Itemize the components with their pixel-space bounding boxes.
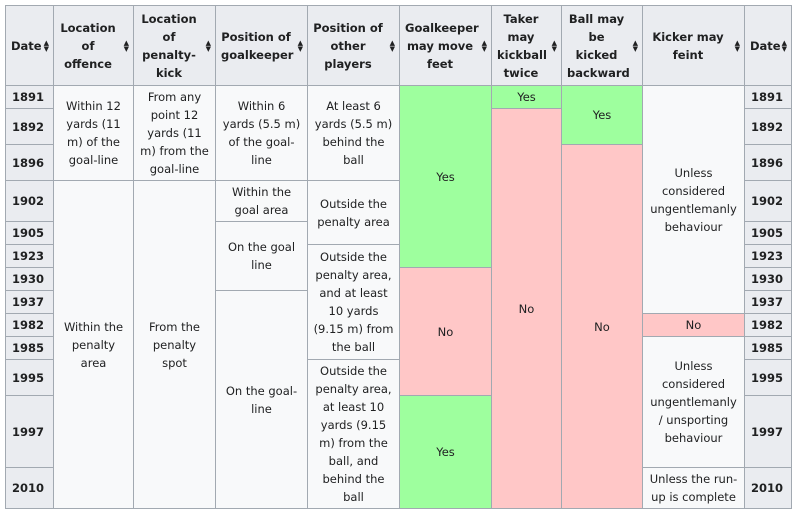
cell-kicker-feint: Unless considered ungentlemanly / unspor…	[642, 336, 745, 468]
column-header-ball-may-be-kicked-backward[interactable]: Ball may be kicked backward ▲ ▼	[561, 5, 643, 86]
row-date-right: 1905	[744, 221, 792, 245]
cell-goalkeeper-position: On the goal-line	[215, 290, 308, 509]
row-date: 1905	[5, 221, 54, 245]
row-date-right: 1923	[744, 244, 792, 268]
row-date: 1985	[5, 336, 54, 360]
row-date: 1892	[5, 108, 54, 145]
column-header-position-of-other-players[interactable]: Position of other players ▲ ▼	[307, 5, 400, 86]
sort-arrows-icon[interactable]: ▲ ▼	[632, 38, 638, 53]
sort-arrows-icon[interactable]: ▲ ▼	[389, 38, 395, 53]
cell-location-offence: Within the penalty area	[53, 180, 134, 509]
cell-players-position: At least 6 yards (5.5 m) behind the ball	[307, 85, 400, 181]
cell-location-offence: Within 12 yards (11 m) of the goal-line	[53, 85, 134, 181]
sort-arrows-icon[interactable]: ▲ ▼	[123, 38, 129, 53]
cell-taker-twice-yes: Yes	[491, 85, 562, 109]
column-header-location-of-penalty-kick[interactable]: Location of penalty-kick ▲ ▼	[133, 5, 216, 86]
row-date-right: 1892	[744, 108, 792, 145]
cell-location-penalty: From the penalty spot	[133, 180, 216, 509]
cell-kicker-feint: Unless considered ungentlemanly behaviou…	[642, 85, 745, 314]
column-header-goalkeeper-may-move-feet[interactable]: Goalkeeper may move feet ▲ ▼	[399, 5, 492, 86]
table-row: 1896 No 1896	[5, 144, 792, 509]
row-date-right: 1930	[744, 267, 792, 291]
cell-kicker-feint-no: No	[642, 313, 745, 337]
sort-arrows-icon[interactable]: ▲ ▼	[297, 38, 303, 53]
row-date: 1902	[5, 180, 54, 222]
cell-players-position: Outside the penalty area, at least 10 ya…	[307, 359, 400, 509]
row-date: 1995	[5, 359, 54, 396]
cell-location-penalty: From any point 12 yards (11 m) from the …	[133, 85, 216, 181]
sort-arrows-icon[interactable]: ▲ ▼	[781, 38, 787, 53]
row-date-right: 1891	[744, 85, 792, 109]
table-row: 1930 No 1930	[5, 267, 792, 396]
table-row: 1902 Within the penalty area From the pe…	[5, 180, 792, 509]
cell-backward-yes: Yes	[561, 85, 643, 145]
table-row: 1891 Within 12 yards (11 m) of the goal-…	[5, 85, 792, 314]
column-header-position-of-goalkeeper[interactable]: Position of goalkeeper ▲ ▼	[215, 5, 308, 86]
header-row: Date ▲ ▼ Location of offence ▲ ▼ Location of…	[5, 5, 792, 86]
cell-players-position: Outside the penalty area	[307, 180, 400, 245]
row-date-right: 1997	[744, 395, 792, 468]
cell-players-position: Outside the penalty area, and at least 1…	[307, 244, 400, 360]
page: Date ▲ ▼ Location of offence ▲ ▼ Location of…	[5, 5, 792, 509]
table-row: 1982 No 1982	[5, 313, 792, 337]
penalty-kick-history-table: Date ▲ ▼ Location of offence ▲ ▼ Location of…	[5, 5, 792, 509]
column-header-taker-may-kick-ball-twice[interactable]: Taker may kickball twice ▲ ▼	[491, 5, 562, 86]
row-date: 1982	[5, 313, 54, 337]
cell-goalkeeper-move-yes: Yes	[399, 395, 492, 509]
cell-taker-twice-no: No	[491, 108, 562, 509]
row-date: 1896	[5, 144, 54, 181]
row-date: 1891	[5, 85, 54, 109]
row-date-right: 1982	[744, 313, 792, 337]
table-row: 1985 Unless considered ungentlemanly / u…	[5, 336, 792, 468]
row-date-right: 1902	[744, 180, 792, 222]
sort-arrows-icon[interactable]: ▲ ▼	[43, 38, 49, 53]
row-date-right: 1995	[744, 359, 792, 396]
cell-backward-no: No	[561, 144, 643, 509]
cell-goalkeeper-position: Within the goal area	[215, 180, 308, 222]
cell-goalkeeper-move-yes: Yes	[399, 85, 492, 268]
row-date-right: 1937	[744, 290, 792, 314]
table-row: 1937 On the goal-line 1937	[5, 290, 792, 509]
column-header-location-of-offence[interactable]: Location of offence ▲ ▼	[53, 5, 134, 86]
table-row: 1905 On the goal line 1905	[5, 221, 792, 291]
column-header-kicker-may-feint[interactable]: Kicker may feint ▲ ▼	[642, 5, 745, 86]
row-date: 1937	[5, 290, 54, 314]
row-date: 1923	[5, 244, 54, 268]
table-row: 1923 Outside the penalty area, and at le…	[5, 244, 792, 360]
column-header-date[interactable]: Date ▲ ▼	[5, 5, 54, 86]
row-date: 2010	[5, 467, 54, 509]
row-date-right: 1985	[744, 336, 792, 360]
row-date-right: 2010	[744, 467, 792, 509]
sort-arrows-icon[interactable]: ▲ ▼	[551, 38, 557, 53]
row-date: 1930	[5, 267, 54, 291]
row-date-right: 1896	[744, 144, 792, 181]
cell-goalkeeper-position: On the goal line	[215, 221, 308, 291]
sort-arrows-icon[interactable]: ▲ ▼	[205, 38, 211, 53]
sort-arrows-icon[interactable]: ▲ ▼	[734, 38, 740, 53]
cell-goalkeeper-move-no: No	[399, 267, 492, 396]
cell-kicker-feint: Unless the run-up is complete	[642, 467, 745, 509]
column-header-date-right[interactable]: Date ▲ ▼	[744, 5, 792, 86]
row-date: 1997	[5, 395, 54, 468]
cell-goalkeeper-position: Within 6 yards (5.5 m) of the goal-line	[215, 85, 308, 181]
sort-arrows-icon[interactable]: ▲ ▼	[481, 38, 487, 53]
